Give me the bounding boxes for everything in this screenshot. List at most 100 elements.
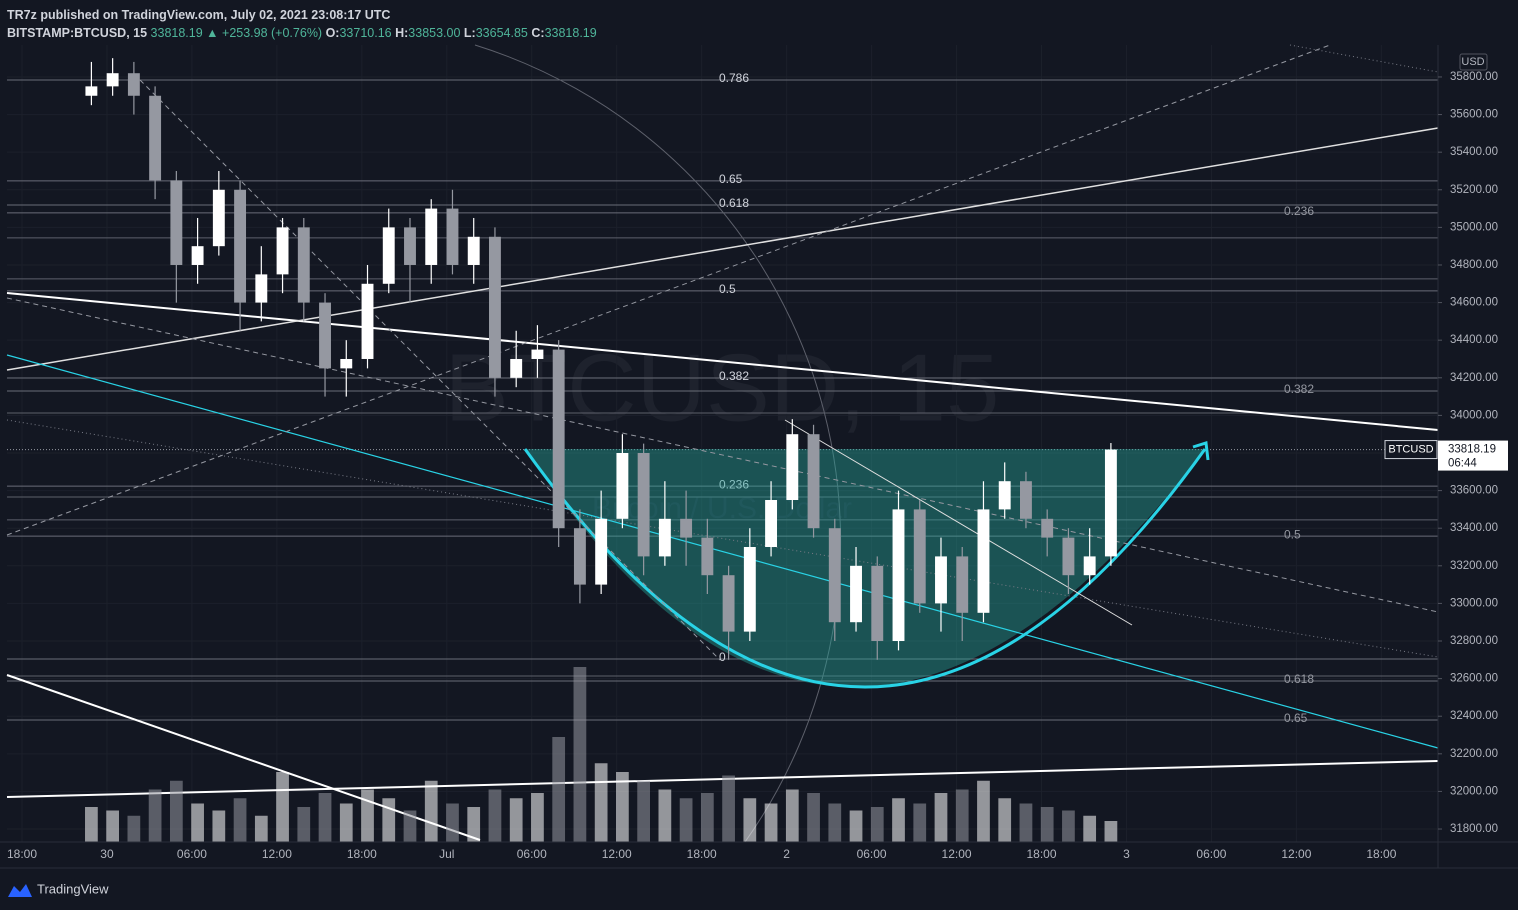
candle-body [1041, 518, 1054, 538]
dashed-line [139, 79, 721, 661]
y-tick-label: 33600.00 [1450, 485, 1498, 497]
channel-line [6, 354, 1439, 749]
volume-bar [1062, 810, 1075, 842]
logo-icon [8, 884, 32, 897]
y-tick-label: 31800.00 [1450, 823, 1498, 835]
candle-body [297, 227, 310, 303]
cup-arrow [1192, 441, 1210, 461]
y-tick-label: 32400.00 [1450, 710, 1498, 722]
o-label: O: [325, 26, 340, 40]
candle-body [276, 227, 289, 275]
trend-line [6, 674, 481, 841]
y-tick-label: 32600.00 [1450, 673, 1498, 685]
candle-body [998, 481, 1011, 510]
volume-bar [169, 780, 183, 842]
currency: USD [1461, 56, 1484, 68]
candle-body [1104, 449, 1117, 557]
volume-bar [658, 789, 672, 842]
brand: TradingView [37, 881, 109, 896]
volume-bar [212, 810, 226, 842]
volume-bar [509, 798, 523, 842]
volume-bar [849, 810, 863, 842]
volume-bar [573, 667, 587, 842]
volume-bar [977, 780, 990, 842]
y-tick-label: 34800.00 [1450, 259, 1498, 271]
dashed-line [6, 297, 1439, 613]
volume-bar [892, 798, 905, 842]
dotted-line [6, 419, 1439, 658]
candle-body [446, 208, 459, 265]
trend-line [6, 127, 1439, 371]
volume-bar [446, 803, 459, 842]
fib-label: 0.5 [719, 282, 736, 296]
volume-bar [127, 815, 141, 842]
candle-body [212, 189, 225, 247]
candle-body [170, 180, 183, 265]
volume-bar [955, 789, 969, 842]
volume-bar [913, 803, 927, 842]
candle-body [935, 556, 947, 604]
volume-bar [297, 807, 311, 842]
candle-body [722, 575, 735, 632]
price-tag-text: 33818.19 [1448, 444, 1496, 456]
y-tick-label: 35800.00 [1450, 71, 1498, 83]
x-tick-label: 12:00 [262, 847, 292, 861]
volume-bar [339, 803, 353, 842]
candle-body [765, 499, 778, 548]
fib-label: 0.618 [719, 196, 749, 210]
volume-bar [488, 789, 502, 842]
countdown: 06:44 [1448, 458, 1477, 470]
volume-bar [254, 815, 268, 842]
price: 33818.19 [150, 26, 203, 40]
candle-body [361, 283, 374, 359]
volume-bar [637, 780, 651, 842]
candle-body [319, 302, 331, 369]
x-tick-label: 18:00 [347, 847, 377, 861]
published-text: TR7z published on TradingView.com, July … [7, 8, 391, 22]
candle-body [871, 565, 884, 642]
x-tick-label: 12:00 [1281, 847, 1311, 861]
candle-body [489, 236, 501, 378]
candle-body [892, 509, 905, 642]
published: TR7z published on TradingView.com, July … [7, 6, 597, 24]
candle-body [467, 236, 480, 265]
fib-label: 0.382 [719, 369, 749, 383]
x-tick-label: 18:00 [1366, 847, 1396, 861]
volume-bar [382, 798, 396, 842]
candle-body [1083, 556, 1096, 576]
candle-body [85, 86, 98, 96]
symbol-tag-text: BTCUSD [1388, 443, 1433, 455]
volume-bar [722, 775, 735, 842]
fib-label: 0.5 [1284, 527, 1301, 541]
volume-bar [1040, 807, 1054, 842]
candle-body [956, 556, 969, 613]
trend-line [6, 292, 1439, 431]
candle-body [106, 73, 119, 87]
price-tag [1438, 440, 1508, 471]
candle-body [616, 452, 629, 519]
candle-body [531, 349, 544, 359]
x-tick-label: 12:00 [942, 847, 972, 861]
candle-body [404, 227, 416, 265]
volume-bar [467, 807, 481, 842]
volume [85, 667, 1118, 842]
fib-label: 0.618 [1284, 672, 1314, 686]
candle-body [234, 189, 247, 303]
fib-label: 0.65 [719, 172, 743, 186]
h-value: 33853.00 [408, 26, 461, 40]
candle-body [191, 246, 204, 265]
volume-bar [148, 789, 162, 842]
volume-bar [106, 810, 120, 842]
volume-bar [998, 798, 1012, 842]
x-tick-label: Jul [439, 847, 454, 861]
axes: 31800.00 32000.00 32200.00 32400.00 32600.00… [7, 71, 1508, 861]
candle-body [1062, 537, 1075, 576]
candle-body [701, 537, 714, 576]
volume-bar [1104, 821, 1118, 842]
candle-body [149, 95, 162, 181]
x-tick-label: 06:00 [517, 847, 547, 861]
y-tick-label: 34600.00 [1450, 297, 1498, 309]
